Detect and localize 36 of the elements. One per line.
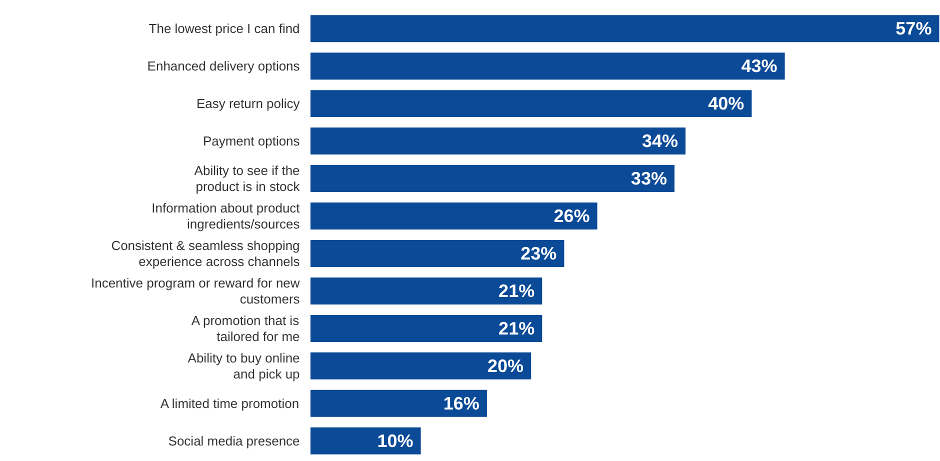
data-label: 26% [554,206,590,226]
bar [310,390,487,417]
bar [310,240,564,267]
data-label: 21% [498,318,535,338]
bar [310,427,421,454]
y-tick-label: A limited time promotion [160,396,300,411]
bar [310,128,686,155]
y-tick-label: Social media presence [168,433,300,448]
y-tick-label: Enhanced delivery options [147,58,300,74]
data-label: 57% [896,18,932,39]
y-tick-label: Ability to see if the product is in stock [194,163,300,194]
bar [310,15,940,42]
y-tick-label: Consistent & seamless shopping experience across channels [111,238,300,269]
y-tick-label: Information about product ingredients/sources [152,200,300,232]
data-label: 21% [498,280,535,301]
data-label: 23% [520,243,557,264]
y-tick-label: Easy return policy [196,96,300,112]
y-tick-label: Incentive program or reward for new customers [90,276,300,306]
bar [310,314,542,342]
bar [310,277,542,304]
bar [310,52,785,80]
data-label: 40% [708,94,744,114]
data-label: 34% [642,131,678,152]
y-tick-label: Ability to buy online and pick up [188,350,300,382]
data-label: 10% [377,430,414,451]
data-label: 43% [741,56,778,76]
y-tick-label: Payment options [202,134,300,149]
data-label: 16% [443,393,480,414]
bar [310,90,752,118]
y-tick-label: A promotion that is tailored for me [191,313,300,344]
bar [310,165,674,192]
data-label: 20% [488,356,524,376]
data-label: 33% [630,168,667,189]
y-tick-label: The lowest price I can find [148,21,300,36]
bar [310,352,532,380]
bar [310,202,598,230]
